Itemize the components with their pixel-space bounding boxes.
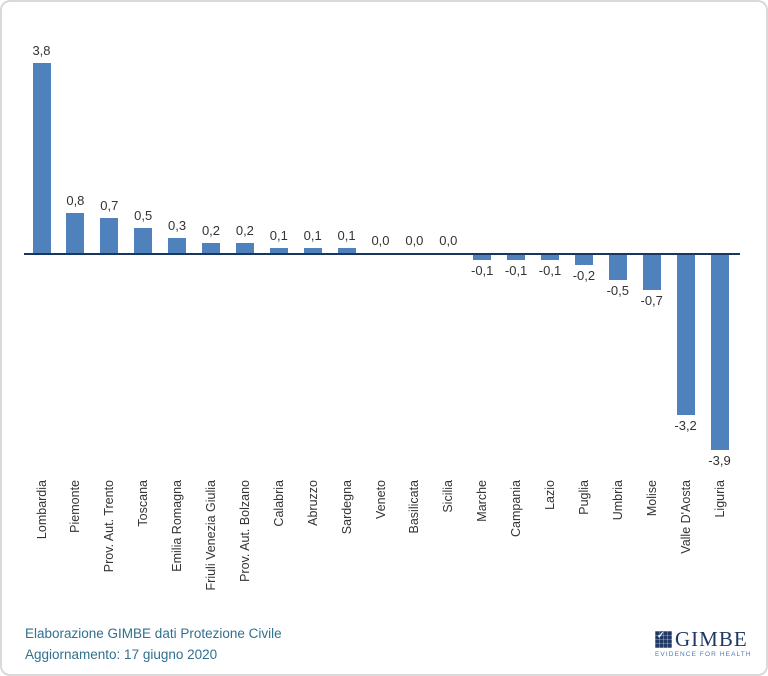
category-label: Campania — [509, 480, 524, 537]
category-label: Sardegna — [339, 480, 354, 535]
category-label: Abruzzo — [305, 480, 320, 526]
value-label: -3,9 — [708, 453, 731, 468]
value-label: 0,2 — [235, 223, 254, 238]
bar-molise — [642, 255, 661, 290]
gimbe-logo-text: GIMBE — [675, 627, 748, 651]
value-label: 0,1 — [303, 228, 322, 243]
x-axis-line — [24, 253, 740, 255]
source-text: Elaborazione GIMBE dati Protezione Civil… — [25, 626, 282, 641]
value-label: 0,5 — [134, 208, 153, 223]
category-label: Valle D'Aosta — [678, 480, 693, 554]
bar-toscana — [134, 228, 153, 253]
value-label: 0,1 — [269, 228, 288, 243]
category-label: Puglia — [576, 480, 591, 515]
category-label: Molise — [644, 480, 659, 517]
value-label: 0,1 — [337, 228, 356, 243]
bar-marche — [473, 255, 492, 260]
category-label: Umbria — [610, 480, 625, 521]
category-label: Calabria — [271, 480, 286, 527]
category-label: Veneto — [373, 480, 388, 519]
category-label: Toscana — [136, 480, 151, 527]
gimbe-logo-tagline: EVIDENCE FOR HEALTH — [655, 651, 752, 658]
gimbe-check-icon: ✓ — [655, 629, 672, 648]
category-label: Prov. Aut. Trento — [102, 480, 117, 573]
update-date-text: Aggiornamento: 17 giugno 2020 — [25, 647, 218, 662]
value-label: -0,7 — [640, 293, 663, 308]
bar-lazio — [541, 255, 559, 260]
bar-piemonte — [66, 213, 85, 253]
category-label: Friuli Venezia Giulia — [204, 480, 218, 591]
bar-abruzzo — [303, 248, 322, 253]
category-label: Sicilia — [441, 480, 456, 513]
category-label: Lombardia — [34, 480, 49, 540]
gimbe-logo-row: ✓ GIMBE — [655, 627, 751, 651]
category-label: Marche — [475, 480, 490, 522]
value-label: -0,2 — [572, 268, 596, 283]
value-label: 0,8 — [66, 193, 85, 208]
value-label: -0,1 — [538, 263, 562, 278]
value-label: 3,8 — [32, 43, 51, 58]
category-label: Prov. Aut. Bolzano — [237, 480, 252, 582]
value-label: -0,1 — [470, 263, 494, 278]
check-icon: ✓ — [657, 629, 665, 640]
value-label: 0,0 — [371, 233, 390, 248]
gimbe-logo: ✓ GIMBE EVIDENCE FOR HEALTH — [655, 629, 751, 658]
bar-prov-aut-bolzano — [235, 243, 254, 253]
bar-liguria — [710, 255, 729, 450]
bar-friuli-venezia-giulia — [202, 243, 220, 253]
category-label: Emilia Romagna — [170, 480, 185, 572]
value-label: -0,1 — [504, 263, 528, 278]
chart-footer: Elaborazione GIMBE dati Protezione Civil… — [25, 623, 282, 665]
bar-campania — [507, 255, 526, 260]
bar-puglia — [574, 255, 593, 265]
value-label: -3,2 — [674, 418, 697, 433]
category-label: Lazio — [543, 480, 557, 510]
bar-prov-aut-trento — [100, 218, 119, 253]
value-label: 0,0 — [405, 233, 424, 248]
category-label: Piemonte — [68, 480, 83, 533]
value-label: 0,2 — [201, 223, 221, 238]
bar-calabria — [269, 248, 288, 253]
category-label: Liguria — [712, 480, 727, 518]
bar-umbria — [608, 255, 627, 280]
bar-valle-d-aosta — [676, 255, 695, 415]
bar-lombardia — [32, 63, 51, 253]
value-label: 0,7 — [100, 198, 119, 213]
category-label: Basilicata — [407, 480, 422, 534]
value-label: -0,5 — [606, 283, 629, 298]
value-label: 0,0 — [439, 233, 458, 248]
bar-emilia-romagna — [168, 238, 187, 253]
bar-sardegna — [337, 248, 356, 253]
value-label: 0,3 — [168, 218, 187, 233]
